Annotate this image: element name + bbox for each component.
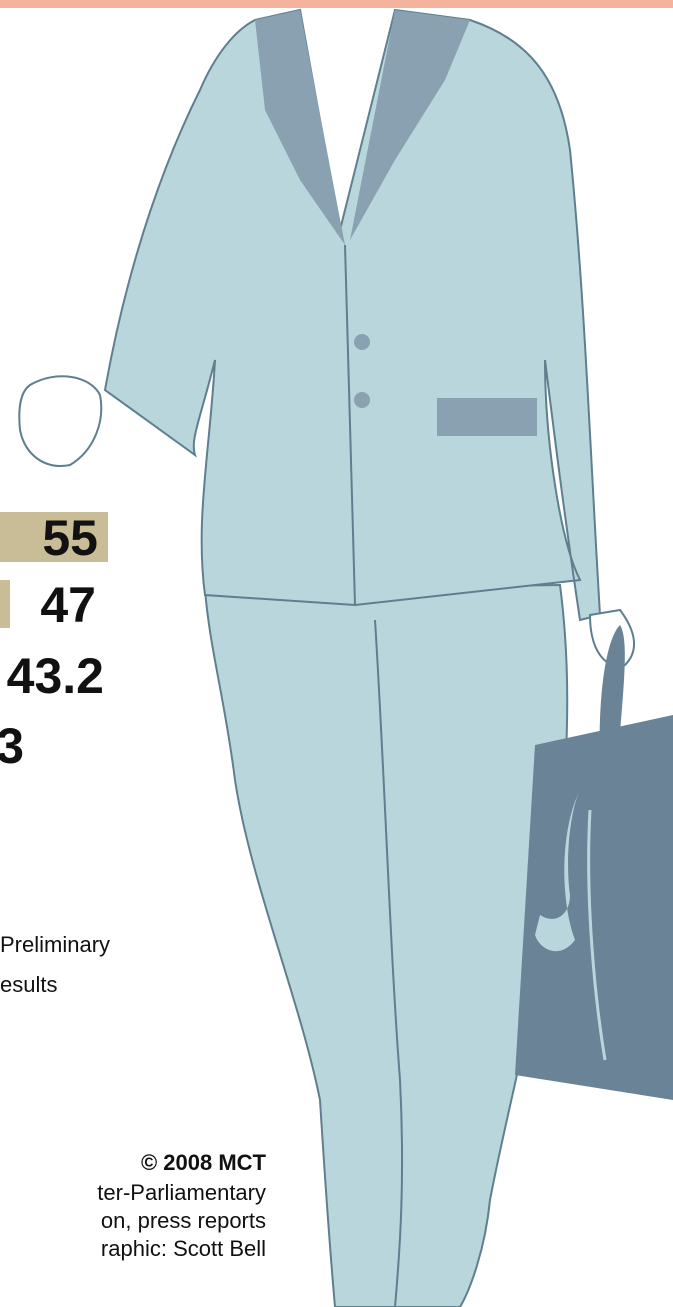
note: Preliminary [0, 932, 110, 957]
bar-value: 47 [40, 577, 96, 633]
bar [0, 580, 10, 628]
briefcase-detail [587, 809, 607, 1061]
lapel-left [255, 10, 345, 245]
briefcase [515, 715, 673, 1100]
pants-seam [374, 619, 404, 1307]
top-band [0, 0, 673, 8]
briefcase-handle [599, 625, 625, 760]
briefcase-detail [535, 790, 580, 952]
credit-line: on, press reports [101, 1208, 266, 1233]
note: esults [0, 972, 57, 997]
credit-line: ter-Parliamentary [97, 1180, 266, 1205]
button [354, 392, 370, 408]
bar-value: 55 [42, 510, 98, 566]
jacket-edge [344, 244, 356, 606]
copyright: © 2008 MCT [141, 1150, 267, 1175]
bar-value: 3 [0, 718, 24, 774]
bar-value: 43.2 [7, 648, 104, 704]
credit-line: raphic: Scott Bell [101, 1236, 266, 1261]
lapel-right [350, 10, 470, 240]
left-hand [18, 375, 103, 467]
jacket [103, 8, 602, 622]
bar [0, 512, 108, 562]
button [354, 334, 370, 350]
pocket-flap [437, 398, 537, 436]
